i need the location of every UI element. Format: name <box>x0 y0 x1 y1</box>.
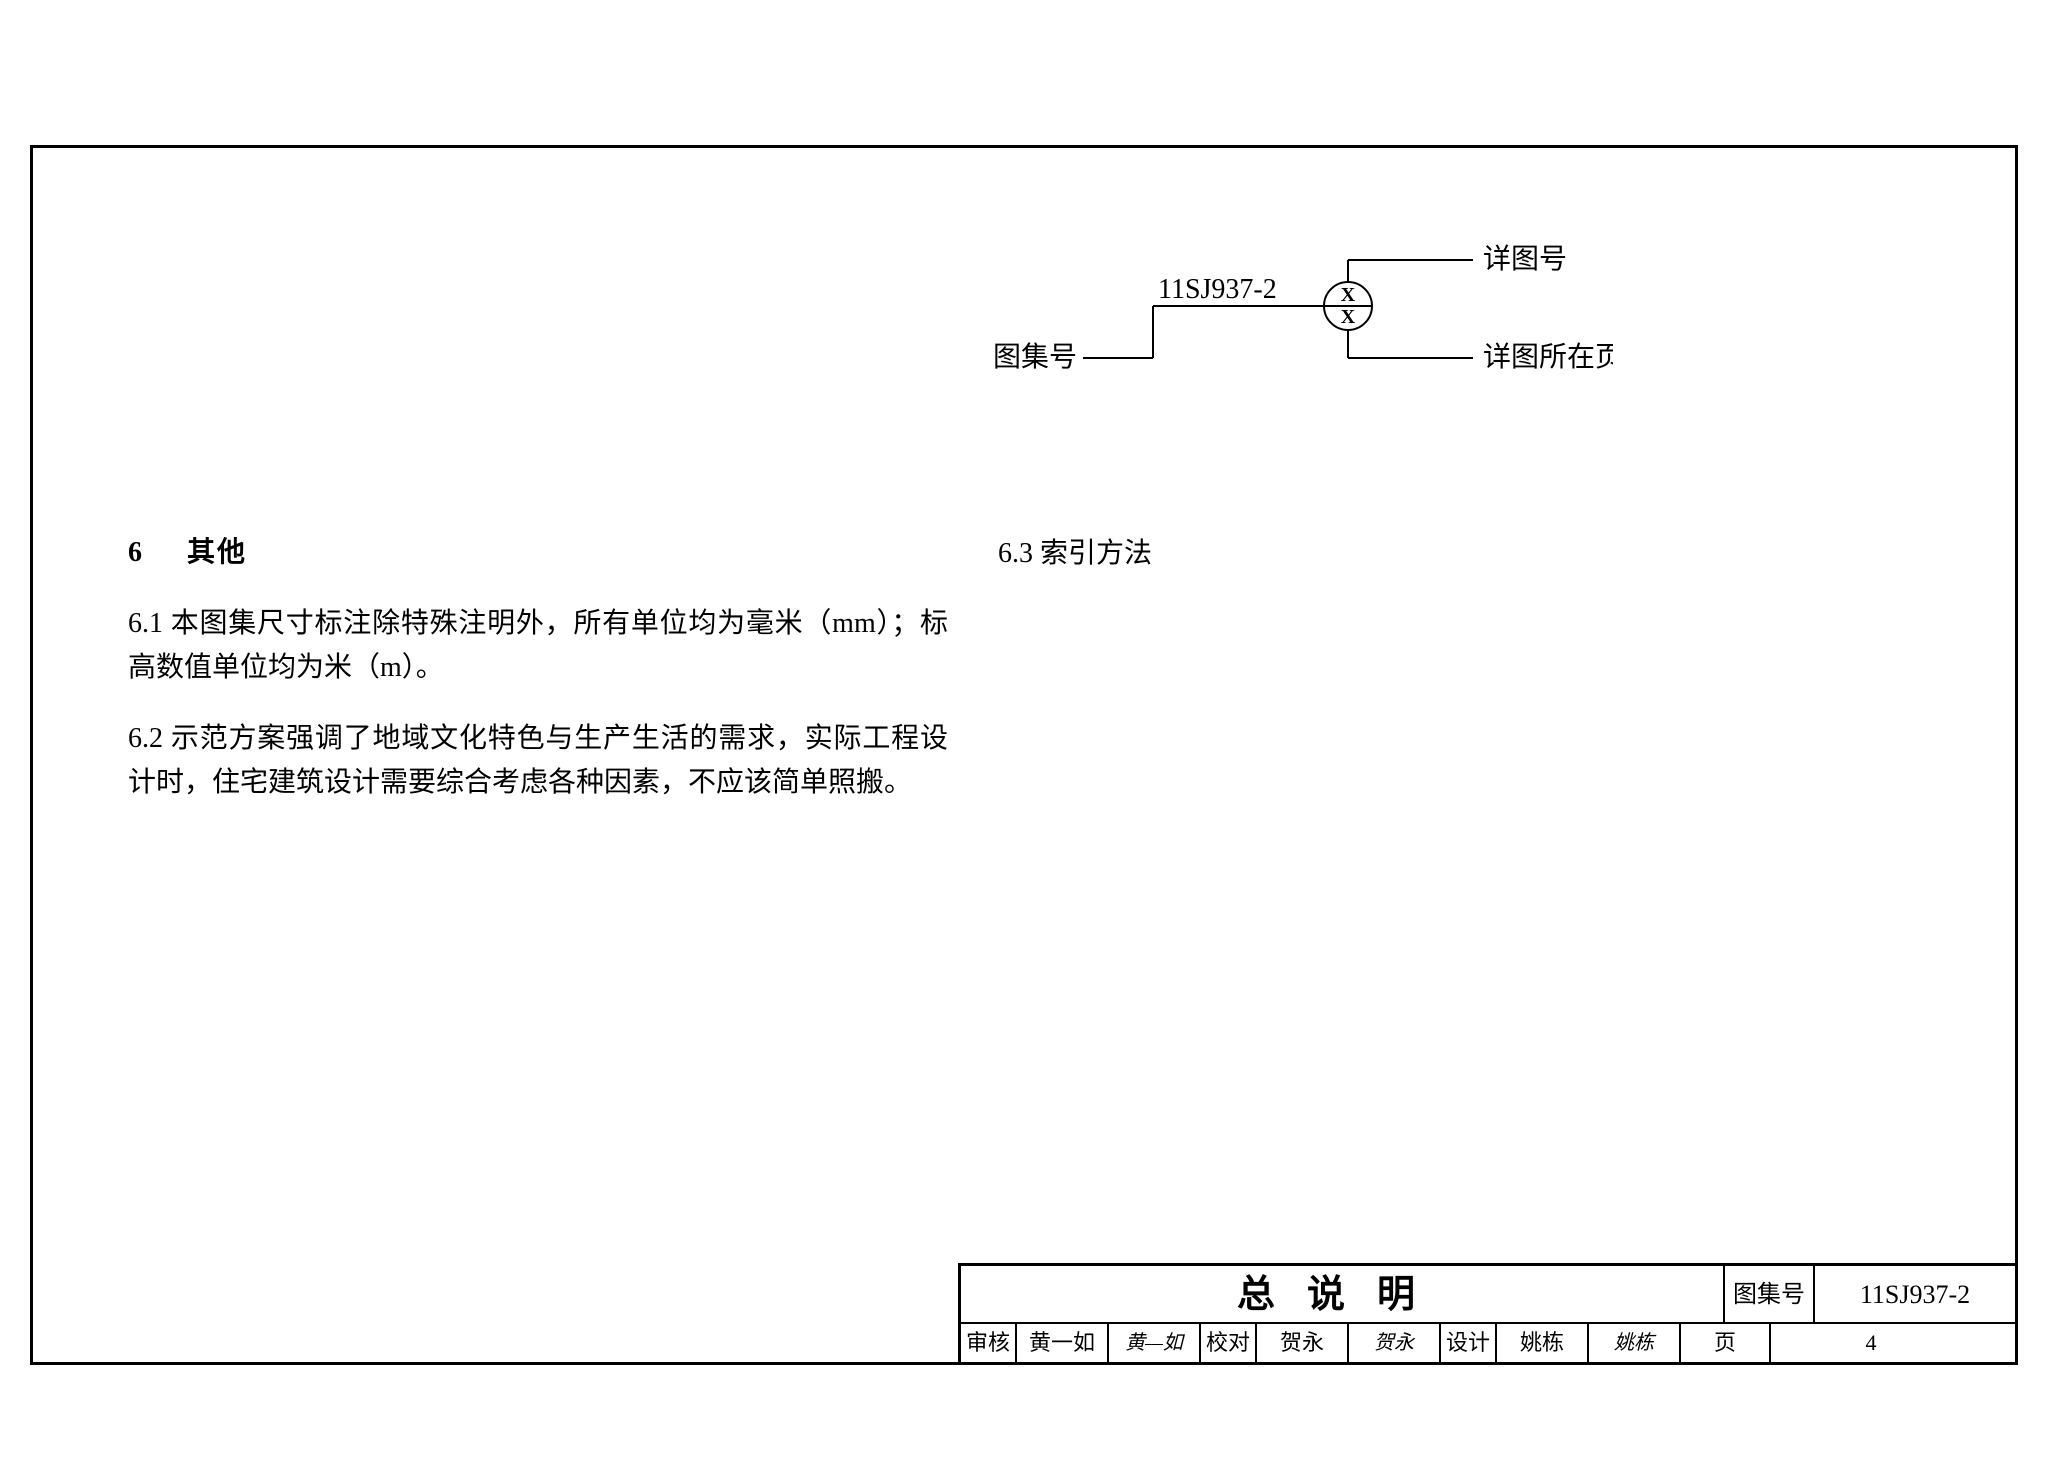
page-value: 4 <box>1771 1324 1971 1362</box>
left-column: 6 其他 6.1 本图集尺寸标注除特殊注明外，所有单位均为毫米（mm）；标高数值… <box>128 503 948 832</box>
para-num: 6.1 <box>128 608 163 639</box>
review-label: 审核 <box>961 1324 1017 1362</box>
catalog-label: 图集号 <box>1725 1266 1815 1322</box>
para-text: 本图集尺寸标注除特殊注明外，所有单位均为毫米（mm）；标高数值单位均为米（m）。 <box>128 608 948 682</box>
label-bottom-right: 详图所在页 <box>1483 341 1613 373</box>
review-name: 黄一如 <box>1017 1324 1109 1362</box>
design-label: 设计 <box>1441 1324 1497 1362</box>
label-bottom-left: 图集号 <box>993 341 1077 373</box>
check-sig: 贺永 <box>1349 1324 1441 1362</box>
drawing-frame: 6 其他 6.1 本图集尺寸标注除特殊注明外，所有单位均为毫米（mm）；标高数值… <box>30 145 2018 1365</box>
para-6-3: 6.3 索引方法 <box>998 531 1718 571</box>
page-label: 页 <box>1681 1324 1771 1362</box>
section-header: 6 其他 <box>128 531 948 574</box>
drawing-title: 总说明 <box>961 1266 1725 1322</box>
para-num: 6.2 <box>128 723 163 754</box>
title-block-row1: 总说明 图集号 11SJ937-2 <box>961 1266 2015 1324</box>
right-column: 6.3 索引方法 <box>998 503 1718 599</box>
para-text: 示范方案强调了地域文化特色与生产生活的需求，实际工程设计时，住宅建筑设计需要综合… <box>128 723 948 797</box>
circle-bottom-x: X <box>1341 306 1356 328</box>
diagram-code-text: 11SJ937-2 <box>1158 274 1277 305</box>
check-label: 校对 <box>1201 1324 1257 1362</box>
para-text: 索引方法 <box>1040 538 1152 569</box>
catalog-value: 11SJ937-2 <box>1815 1266 2015 1322</box>
design-name: 姚栋 <box>1497 1324 1589 1362</box>
label-top-right: 详图号 <box>1483 243 1567 275</box>
title-block: 总说明 图集号 11SJ937-2 审核 黄一如 黄—如 校对 贺永 贺永 设计… <box>958 1263 2018 1365</box>
index-method-diagram: 详图号 11SJ937-2 X X 图集号 详图所在页 <box>953 208 1613 428</box>
section-number: 6 <box>128 531 178 574</box>
section-title: 其他 <box>187 537 247 568</box>
circle-top-x: X <box>1341 284 1356 306</box>
check-name: 贺永 <box>1257 1324 1349 1362</box>
design-sig: 姚栋 <box>1589 1324 1681 1362</box>
para-6-1: 6.1 本图集尺寸标注除特殊注明外，所有单位均为毫米（mm）；标高数值单位均为米… <box>128 602 948 689</box>
para-6-2: 6.2 示范方案强调了地域文化特色与生产生活的需求，实际工程设计时，住宅建筑设计… <box>128 717 948 804</box>
title-block-row2: 审核 黄一如 黄—如 校对 贺永 贺永 设计 姚栋 姚栋 页 4 <box>961 1324 2015 1362</box>
review-sig: 黄—如 <box>1109 1324 1201 1362</box>
para-num: 6.3 <box>998 538 1033 569</box>
index-diagram-svg: 详图号 11SJ937-2 X X 图集号 详图所在页 <box>953 208 1613 428</box>
